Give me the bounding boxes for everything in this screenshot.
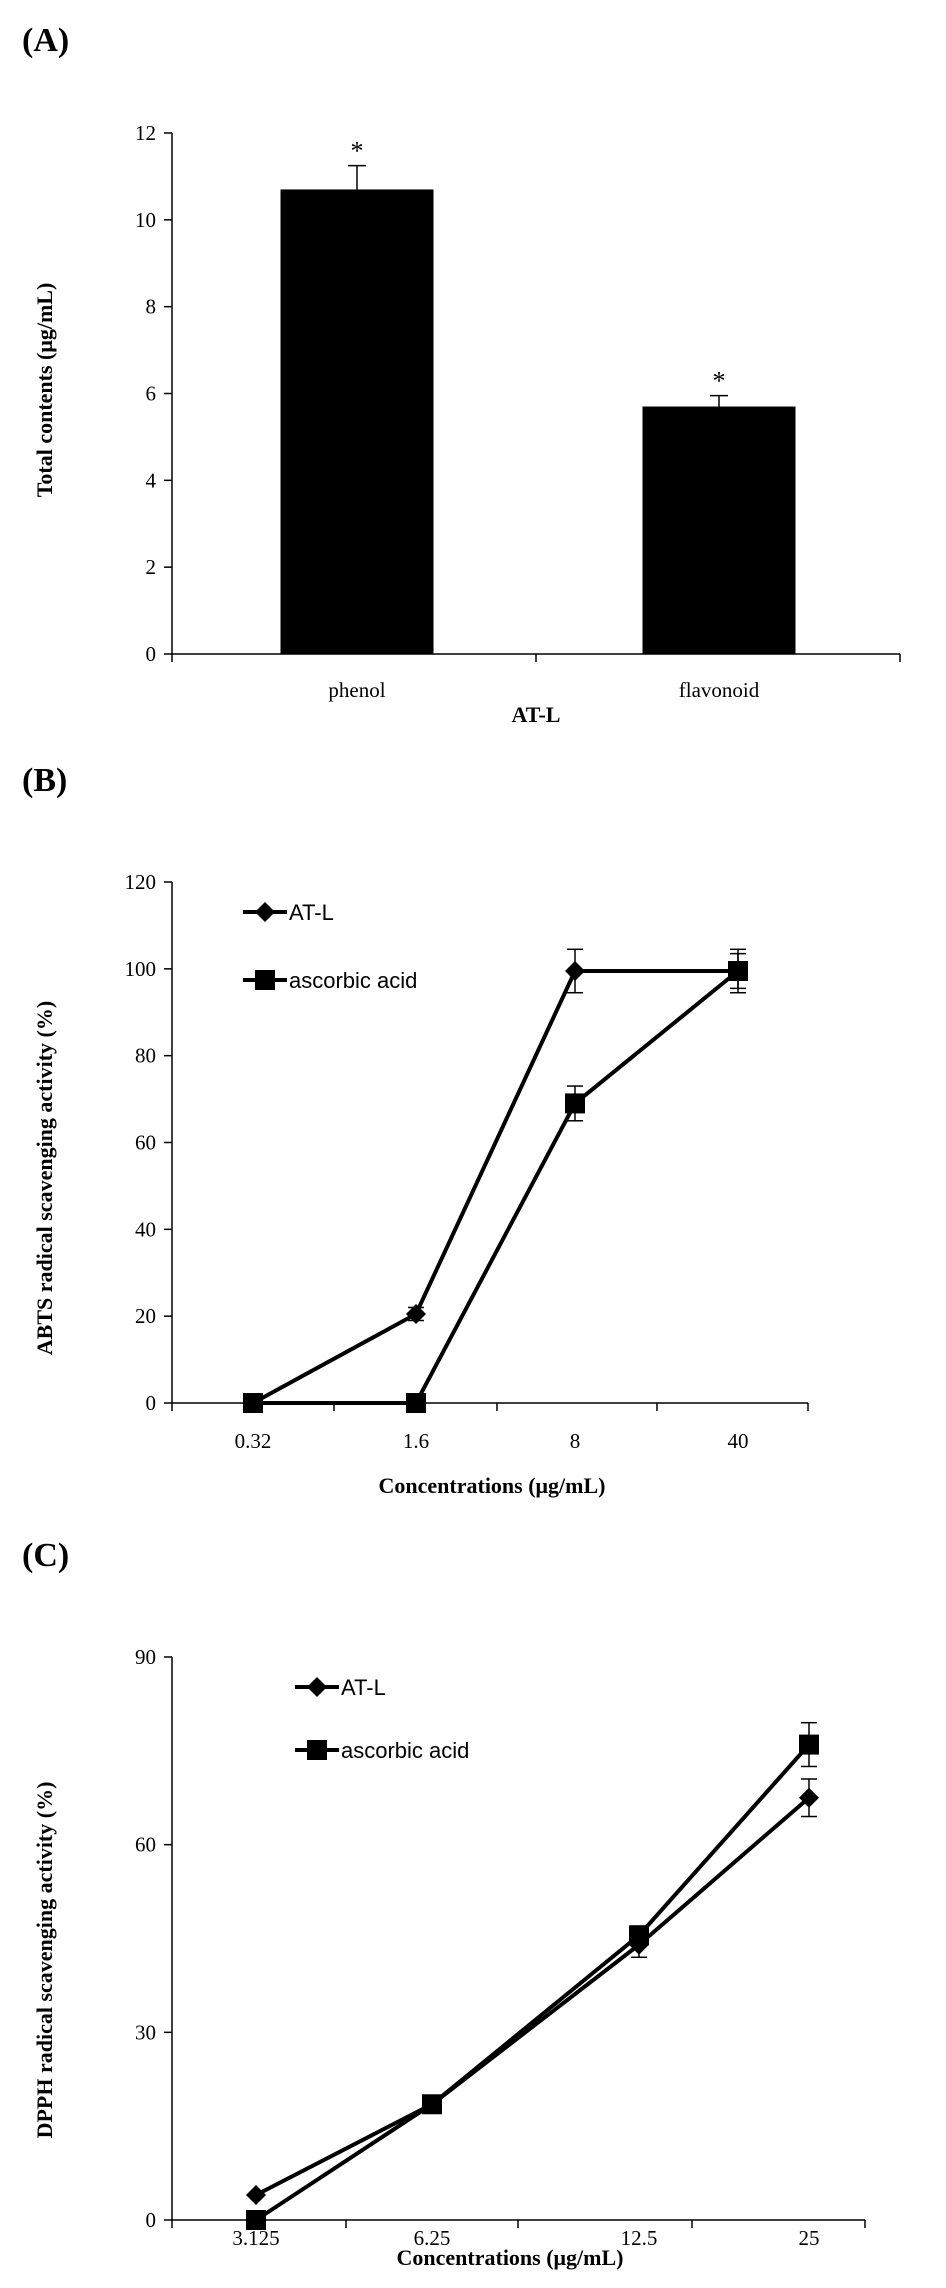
chart-c-series-1-point xyxy=(246,2210,266,2230)
chart-c-series-line-1 xyxy=(254,1743,811,2222)
chart-b-ytick-label: 40 xyxy=(135,1217,156,1241)
chart-c-xtick-label: 25 xyxy=(799,2226,820,2250)
chart-b-series-1-point xyxy=(406,1393,426,1413)
chart-b-legend-label-0: AT-L xyxy=(289,900,334,925)
chart-b-ytick-label: 60 xyxy=(135,1131,156,1155)
chart-b-ylabel: ABTS radical scavenging activity (%) xyxy=(32,1001,57,1355)
chart-b-series-0-point xyxy=(406,1303,426,1324)
bar-flavonoid xyxy=(642,406,796,654)
chart-c-ytick-label: 90 xyxy=(135,1645,156,1669)
chart-a: Total contents (μg/mL) AT-L 0 2 4 6 8 10 12 * ph… xyxy=(32,121,901,727)
chart-a-ytick-label: 8 xyxy=(146,295,157,319)
chart-a-ytick-label: 0 xyxy=(146,642,157,666)
bar-phenol xyxy=(280,189,434,655)
chart-b-xtick-label: 40 xyxy=(728,1429,749,1453)
chart-a-ytick-label: 2 xyxy=(146,555,157,579)
chart-b-ytick-label: 0 xyxy=(146,1391,157,1415)
panel-a: (A) Total contents (μg/mL) AT-L 0 2 4 6 8 10 1… xyxy=(0,0,946,740)
chart-b-series-1-point xyxy=(565,1093,585,1114)
chart-c-series-0-point xyxy=(246,2184,266,2205)
chart-b-xtick-label: 1.6 xyxy=(403,1429,429,1453)
chart-b-series-1-point xyxy=(728,961,748,982)
chart-b-series-line-0 xyxy=(252,969,738,1405)
chart-c-xlabel: Concentrations (μg/mL) xyxy=(397,2245,624,2270)
chart-b: ABTS radical scavenging activity (%) Con… xyxy=(32,870,809,1498)
chart-c-ytick-label: 0 xyxy=(146,2208,157,2232)
panel-c: (C) DPPH radical scavenging activity (%)… xyxy=(0,1515,946,2288)
chart-c-ylabel: DPPH radical scavenging activity (%) xyxy=(32,1782,57,2139)
chart-c-legend-label-1: ascorbic acid xyxy=(341,1738,469,1763)
chart-a-ytick-label: 12 xyxy=(135,121,156,145)
chart-a-ytick-label: 6 xyxy=(146,382,157,406)
chart-c-series-line-0 xyxy=(255,1796,811,2197)
chart-b-series-line-1 xyxy=(253,969,740,1405)
chart-b-series-1-point xyxy=(243,1393,263,1413)
chart-a-xlabel: AT-L xyxy=(512,702,561,727)
chart-b-legend-marker-1 xyxy=(255,970,275,990)
chart-b-ytick-label: 20 xyxy=(135,1304,156,1328)
chart-c-legend-label-0: AT-L xyxy=(341,1675,386,1700)
chart-b-xtick-label: 8 xyxy=(570,1429,581,1453)
panel-a-label: (A) xyxy=(22,22,70,59)
chart-b-ytick-label: 100 xyxy=(125,957,157,981)
significance-phenol: * xyxy=(351,137,364,166)
chart-a-ytick-label: 4 xyxy=(146,468,157,492)
chart-b-ytick-label: 120 xyxy=(125,870,157,894)
panel-b-label: (B) xyxy=(22,762,68,799)
chart-b-legend-label-1: ascorbic acid xyxy=(289,968,417,993)
chart-c-series-1-point xyxy=(799,1734,819,1755)
chart-b-xlabel: Concentrations (μg/mL) xyxy=(379,1473,606,1498)
chart-c-legend-marker-1 xyxy=(307,1740,327,1760)
xtick-label-phenol: phenol xyxy=(328,678,385,702)
chart-c-series-0-point xyxy=(799,1787,819,1808)
panel-b: (B) ABTS radical scavenging activity (%)… xyxy=(0,740,946,1515)
chart-b-series-0-point xyxy=(565,961,585,982)
significance-flavonoid: * xyxy=(713,367,726,396)
chart-c-xtick-label: 6.25 xyxy=(414,2226,451,2250)
chart-b-legend-marker-0 xyxy=(255,902,275,922)
chart-a-ytick-label: 10 xyxy=(135,208,156,232)
chart-c: DPPH radical scavenging activity (%) Con… xyxy=(32,1645,866,2270)
chart-c-xtick-label: 12.5 xyxy=(621,2226,658,2250)
xtick-label-flavonoid: flavonoid xyxy=(679,678,760,702)
chart-b-ytick-label: 80 xyxy=(135,1044,156,1068)
chart-c-ytick-label: 30 xyxy=(135,2020,156,2044)
chart-c-series-1-point xyxy=(629,1925,649,1946)
chart-b-xtick-label: 0.32 xyxy=(235,1429,272,1453)
panel-c-label: (C) xyxy=(22,1537,70,1574)
chart-a-ylabel: Total contents (μg/mL) xyxy=(32,283,57,498)
chart-c-legend-marker-0 xyxy=(307,1677,327,1697)
chart-c-series-1-point xyxy=(422,2094,442,2115)
chart-c-ytick-label: 60 xyxy=(135,1833,156,1857)
